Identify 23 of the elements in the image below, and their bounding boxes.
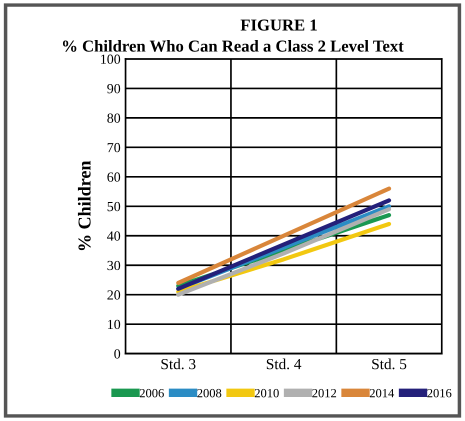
legend-label: 2014 — [370, 388, 394, 398]
y-tick-label: 90 — [107, 84, 120, 94]
legend-label: 2012 — [312, 388, 336, 398]
chart-subtitle: % Children Who Can Read a Class 2 Level Text — [62, 40, 404, 52]
y-tick-label: 20 — [107, 290, 120, 300]
legend-label: 2010 — [254, 388, 279, 398]
legend-label: 2006 — [140, 388, 164, 398]
y-tick-label: 100 — [101, 54, 120, 64]
legend-label: 2016 — [427, 388, 452, 398]
y-tick-label: 30 — [107, 260, 120, 270]
y-tick-label: 50 — [108, 202, 120, 212]
x-tick-label: Std. 5 — [372, 358, 406, 370]
y-tick-label: 0 — [114, 349, 120, 359]
x-tick-label: Std. 4 — [266, 358, 302, 370]
y-tick-label: 40 — [107, 231, 120, 241]
x-tick-label: Std. 3 — [161, 358, 196, 370]
y-tick-label: 80 — [107, 113, 120, 123]
y-axis-title: % Children — [78, 160, 91, 250]
y-tick-label: 70 — [108, 142, 120, 152]
y-tick-label: 10 — [108, 320, 120, 330]
chart-title: FIGURE 1 — [240, 19, 317, 31]
y-tick-label: 60 — [107, 172, 120, 182]
legend-label: 2008 — [197, 388, 222, 398]
